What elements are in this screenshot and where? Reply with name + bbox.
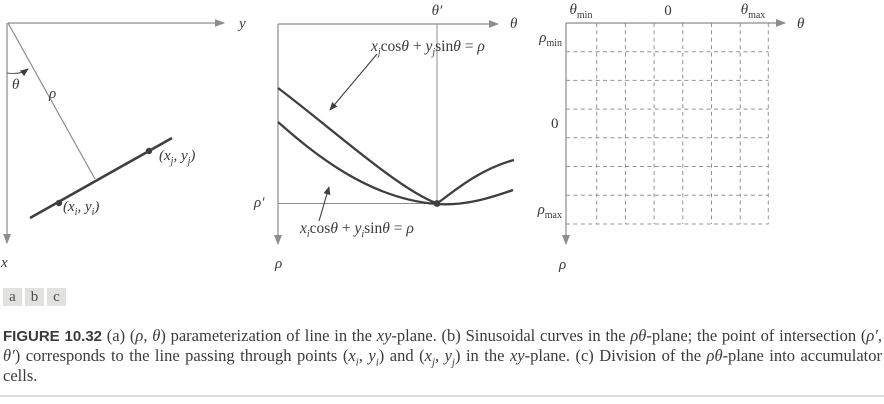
b-rho-prime-label: ρ′ [254, 195, 265, 211]
intersection-dot [433, 200, 441, 207]
panel-a-geometry [3, 19, 226, 245]
c-theta-max-label: θmax [740, 2, 766, 21]
theta-angle-arc [6, 68, 29, 77]
b-equation-j: xjcosθ + yjsinθ = ρ [371, 38, 485, 59]
point-i-dot [55, 199, 63, 207]
c-zero-top-label: 0 [664, 3, 672, 19]
a-theta-label: θ [12, 77, 20, 93]
c-zero-left-label: 0 [551, 116, 559, 132]
panel-b-geometry [274, 20, 515, 246]
figure-caption: FIGURE 10.32 (a) (ρ, θ) parameterization… [3, 325, 883, 385]
b-equation-i: xicosθ + yisinθ = ρ [300, 220, 414, 241]
c-theta-min-label: θmin [569, 2, 593, 21]
accumulator-grid [566, 23, 769, 225]
a-x-axis-label: x [1, 255, 8, 271]
sinusoid-j-curve [277, 87, 515, 205]
a-rho-label: ρ [49, 86, 57, 102]
b-theta-axis-label: θ [510, 16, 518, 32]
point-j-dot [145, 147, 153, 155]
c-theta-axis-label: θ [797, 16, 805, 32]
panel-tag-c: c [47, 288, 66, 306]
rho-normal-line [7, 22, 96, 180]
panel-tag-b: b [25, 288, 44, 306]
c-rho-axis-label: ρ [559, 257, 567, 273]
annotation-arrow-i [318, 186, 331, 222]
a-y-axis-label: y [239, 16, 246, 32]
a-point-j-label: (xj, yj) [159, 148, 196, 167]
panel-tag-row: a b c [3, 288, 66, 306]
sinusoid-i-curve [277, 121, 514, 206]
annotation-arrow-j [329, 53, 378, 111]
b-theta-prime-label: θ′ [431, 3, 443, 19]
panel-c-geometry [562, 19, 787, 246]
c-rho-max-label: ρmax [537, 202, 562, 221]
c-rho-min-label: ρmin [539, 30, 562, 49]
bottom-rule [0, 395, 884, 397]
a-point-i-label: (xi, yi) [63, 199, 100, 218]
b-rho-axis-label: ρ [275, 256, 283, 272]
panel-tag-a: a [3, 288, 22, 306]
diagram-canvas [3, 19, 787, 246]
